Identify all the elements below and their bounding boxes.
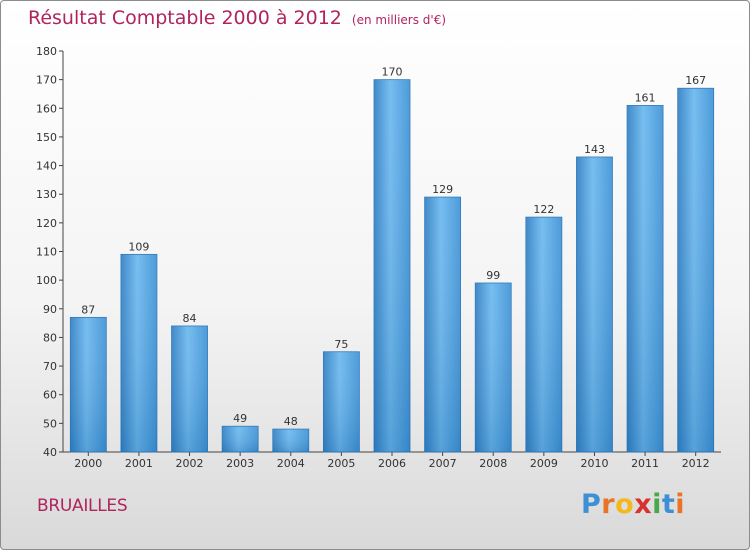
logo-letter: t (661, 489, 676, 520)
bar-value-label: 170 (382, 66, 403, 79)
y-tick-label: 150 (36, 131, 57, 144)
bar-shade (323, 351, 360, 452)
bar-shade (475, 283, 512, 452)
bar-value-label: 49 (233, 412, 247, 425)
bar-value-label: 84 (183, 312, 197, 325)
bar-value-label: 167 (685, 74, 706, 87)
bar-shade (576, 156, 613, 452)
x-tick-label: 2004 (277, 457, 305, 470)
bar-value-label: 75 (334, 338, 348, 351)
logo-letter: i (675, 489, 686, 520)
logo-letter: i (652, 489, 662, 520)
bar-shade (70, 317, 107, 452)
chart-title: Résultat Comptable 2000 à 2012 (en millie… (28, 7, 446, 29)
logo-letter: P (581, 489, 602, 520)
bar-value-label: 109 (128, 240, 149, 253)
y-tick-label: 70 (43, 360, 57, 373)
x-tick-label: 2000 (74, 457, 102, 470)
bar-value-label: 143 (584, 143, 605, 156)
logo-letter: x (634, 489, 653, 520)
x-tick-label: 2001 (125, 457, 153, 470)
x-tick-label: 2012 (682, 457, 710, 470)
y-tick-label: 80 (43, 331, 57, 344)
y-tick-label: 110 (36, 246, 57, 259)
bar-shade (677, 88, 714, 452)
bar-shade (120, 254, 157, 452)
x-tick-label: 2010 (580, 457, 608, 470)
y-tick-label: 130 (36, 188, 57, 201)
x-tick-label: 2011 (631, 457, 659, 470)
x-tick-label: 2003 (226, 457, 254, 470)
x-tick-label: 2007 (429, 457, 457, 470)
proxiti-logo: Proxiti (581, 489, 685, 520)
bar-value-label: 99 (486, 269, 500, 282)
bar-shade (525, 217, 562, 452)
y-tick-label: 100 (36, 274, 57, 287)
bar-value-label: 87 (81, 303, 95, 316)
bar-shade (272, 429, 309, 452)
bar-value-label: 122 (533, 203, 554, 216)
y-tick-label: 40 (43, 446, 57, 459)
x-tick-label: 2009 (530, 457, 558, 470)
x-tick-label: 2008 (479, 457, 507, 470)
chart-title-text: Résultat Comptable 2000 à 2012 (28, 7, 342, 29)
bar-value-label: 161 (635, 91, 656, 104)
bar-shade (424, 197, 461, 452)
logo-letter: o (615, 489, 635, 520)
y-tick-label: 60 (43, 389, 57, 402)
y-tick-label: 160 (36, 102, 57, 115)
bar-shade (222, 426, 259, 452)
y-tick-label: 170 (36, 74, 57, 87)
x-tick-label: 2002 (176, 457, 204, 470)
bar-value-label: 129 (432, 183, 453, 196)
bar-shade (627, 105, 664, 453)
x-tick-label: 2006 (378, 457, 406, 470)
y-tick-label: 140 (36, 160, 57, 173)
x-tick-label: 2005 (327, 457, 355, 470)
logo-letter: r (601, 489, 616, 520)
bar-shade (171, 325, 208, 452)
commune-name: BRUAILLES (37, 496, 128, 516)
bar-shade (374, 79, 410, 453)
y-tick-label: 90 (43, 303, 57, 316)
bars: 87 109 84 49 48 75 170 129 99 122 143 161 167 (69, 66, 715, 453)
y-tick-label: 50 (43, 417, 57, 430)
y-tick-label: 180 (36, 45, 57, 58)
bar-value-label: 48 (284, 415, 298, 428)
chart-subtitle: (en milliers d'€) (351, 13, 447, 27)
y-tick-label: 120 (36, 217, 57, 230)
